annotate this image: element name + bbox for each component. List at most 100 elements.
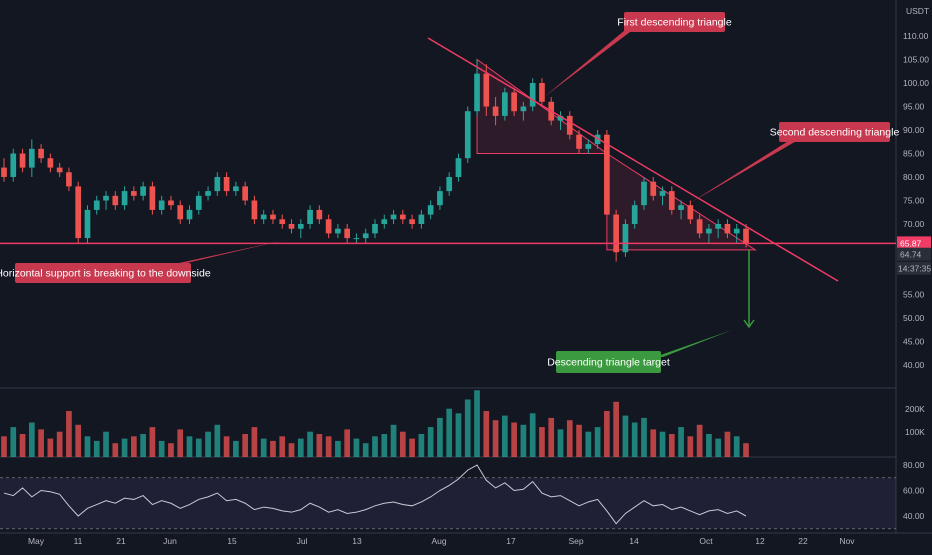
candle-body (66, 172, 72, 187)
candle-body (56, 167, 63, 173)
candle-body (622, 224, 629, 253)
price-tick-label: 95.00 (903, 102, 925, 112)
countdown-label: 14:37:35 (898, 264, 931, 274)
candle-body (260, 214, 267, 220)
volume-bar (641, 417, 647, 457)
candle-body (93, 200, 100, 210)
volume-bar (390, 424, 397, 457)
descending-trend-line (427, 37, 839, 282)
volume-bar (195, 438, 202, 457)
time-tick-label: 15 (227, 536, 237, 546)
volume-bar (186, 436, 193, 457)
candle-body (10, 153, 17, 177)
price-tick-label: 40.00 (903, 360, 925, 370)
currency-label: USDT (906, 6, 929, 16)
time-tick-label: Oct (699, 536, 713, 546)
candle-body (724, 224, 731, 234)
volume-bar (539, 427, 545, 457)
volume-bar (464, 399, 471, 457)
volume-bar (576, 424, 582, 457)
candle-body (242, 186, 248, 201)
volume-bar (214, 424, 221, 457)
prev-price-label: 64.74 (900, 250, 922, 260)
volume-bar (66, 411, 72, 457)
volume-bar (372, 436, 378, 457)
volume-bar (38, 429, 44, 457)
candle-body (195, 195, 202, 210)
candle-body (121, 191, 128, 206)
volume-bar (724, 431, 731, 457)
volume-bar (121, 438, 128, 457)
volume-bar (650, 429, 657, 457)
time-tick-label: 21 (116, 536, 126, 546)
volume-bar (223, 436, 230, 457)
candle-body (733, 228, 740, 234)
candle-body (270, 214, 276, 220)
candle-body (418, 214, 425, 224)
volume-bar (659, 431, 666, 457)
volume-bar (613, 401, 619, 457)
volume-bar (687, 436, 694, 457)
candle-body (325, 219, 332, 234)
candle-body (149, 186, 156, 210)
volume-bar (743, 443, 749, 457)
candle-body (464, 111, 471, 159)
volume-bar (325, 436, 332, 457)
candle-body (112, 195, 119, 206)
volume-bar (353, 438, 360, 457)
time-tick-label: Aug (431, 536, 446, 546)
candle-body (28, 148, 35, 168)
candle-body (38, 148, 44, 159)
candle-body (743, 228, 749, 243)
candle-body (103, 195, 109, 201)
candles (1, 59, 749, 262)
candle-body (585, 144, 592, 149)
time-tick-label: May (28, 536, 45, 546)
volume-bar (316, 434, 323, 457)
candle-body (613, 214, 619, 253)
candle-body (576, 134, 582, 149)
volume-bar (678, 427, 684, 457)
volume-bar (529, 413, 536, 457)
time-tick-label: 22 (798, 536, 808, 546)
volume-bar (307, 431, 313, 457)
volume-bar (362, 443, 369, 457)
axes: 110.00 105.00 100.00 95.00 90.00 85.00 80.00 75… (28, 6, 931, 546)
volume-bar (270, 440, 276, 457)
rsi-tick-label: 80.00 (903, 460, 925, 470)
volume-bar (585, 431, 592, 457)
annotation-label: Descending triangle target (547, 357, 670, 369)
candle-body (381, 219, 388, 224)
volume-bar (93, 440, 100, 457)
candle-body (279, 219, 286, 224)
volume-bar (566, 420, 573, 457)
candle-body (177, 205, 184, 220)
volume-bar (10, 427, 17, 457)
price-tick-label: 80.00 (903, 172, 925, 182)
candle-body (1, 167, 7, 177)
volume-bar (75, 424, 82, 457)
candle-body (706, 228, 712, 234)
volume-bar (344, 429, 351, 457)
time-tick-label: 11 (74, 536, 83, 546)
candle-body (223, 177, 230, 192)
annotation-box (556, 351, 661, 373)
candle-body (427, 205, 434, 215)
volume-bar (668, 434, 675, 457)
volume-bar (474, 390, 480, 457)
volume-bar (446, 408, 453, 457)
annotation-callout (690, 140, 798, 203)
trend-lines (0, 37, 896, 282)
candle-body (520, 106, 527, 112)
volume-bar (548, 417, 555, 457)
annotation-label: Horizontal support is breaking to the do… (0, 268, 211, 280)
volume-bar (260, 438, 267, 457)
volume-tick-label: 100K (905, 427, 925, 437)
candle-body (344, 228, 351, 239)
volume-bar (19, 434, 26, 457)
candle-body (288, 224, 295, 229)
candle-body (205, 191, 211, 196)
candle-body (233, 186, 239, 192)
